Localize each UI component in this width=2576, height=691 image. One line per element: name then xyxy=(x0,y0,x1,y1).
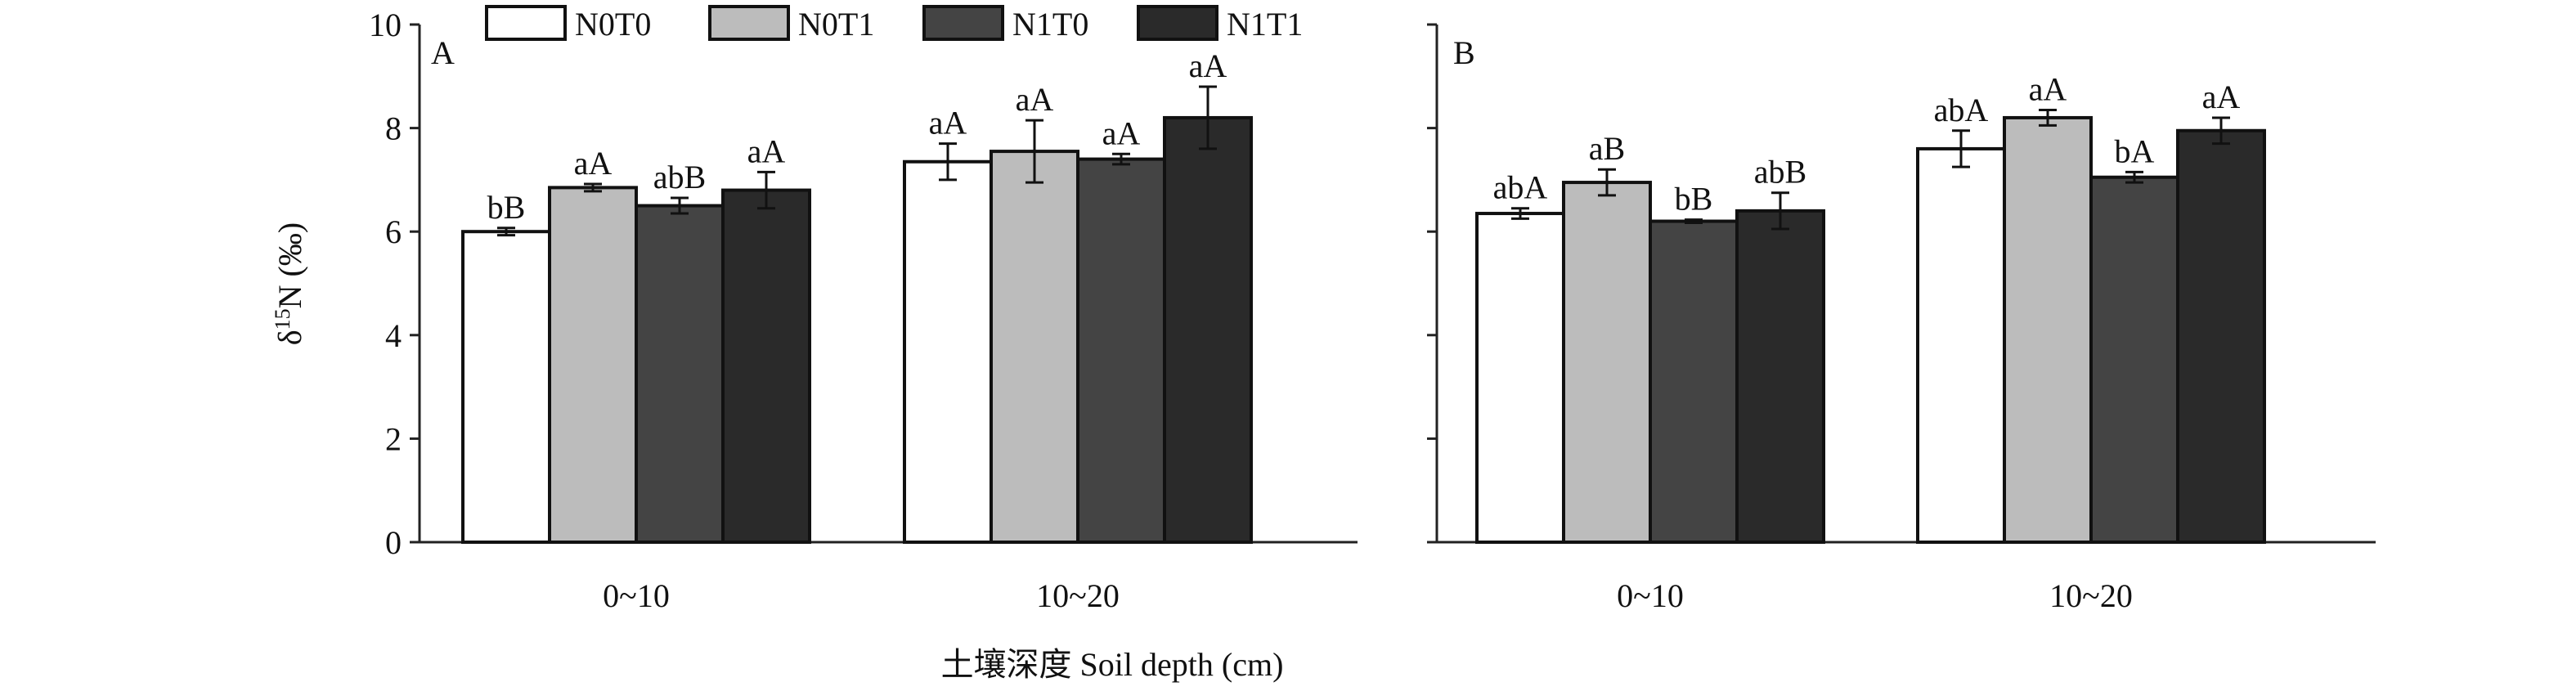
bar xyxy=(1562,181,1652,544)
legend-swatch xyxy=(922,5,1004,41)
bar xyxy=(1735,209,1825,544)
bar xyxy=(1916,146,2006,544)
significance-label: aA xyxy=(747,132,786,169)
y-tick-label: 8 xyxy=(385,110,402,147)
significance-label: aA xyxy=(1189,47,1227,84)
legend-swatch xyxy=(1137,5,1218,41)
significance-label: aA xyxy=(1016,81,1054,118)
x-tick-label: 10~20 xyxy=(1036,577,1120,614)
bar xyxy=(1649,219,1739,544)
bar xyxy=(990,150,1079,545)
panel-label: B xyxy=(1453,34,1475,71)
significance-label: bB xyxy=(487,189,526,226)
bar xyxy=(635,204,725,545)
bar xyxy=(903,159,993,544)
bar xyxy=(2089,175,2179,545)
bar xyxy=(1163,115,1253,544)
legend: N0T0 N0T1 N1T0 N1T1 xyxy=(485,5,1303,43)
y-tick-label: 2 xyxy=(385,420,402,457)
bar xyxy=(721,188,811,544)
significance-label: aA xyxy=(1102,114,1141,151)
x-tick-label: 0~10 xyxy=(603,577,670,614)
legend-label: N0T0 xyxy=(575,6,651,43)
legend-label: N0T1 xyxy=(798,6,874,43)
significance-label: bB xyxy=(1675,181,1713,218)
bar xyxy=(548,186,638,545)
legend-label: N1T0 xyxy=(1012,6,1088,43)
significance-label: abB xyxy=(653,159,706,195)
bar xyxy=(2003,115,2093,544)
x-tick-label: 10~20 xyxy=(2049,577,2133,614)
significance-label: aA xyxy=(2029,70,2067,107)
significance-label: bA xyxy=(2115,132,2155,169)
x-axis-title: 土壤深度 Soil depth (cm) xyxy=(941,646,1284,683)
bar xyxy=(2176,128,2266,544)
y-axis-title: δ15N (‰) xyxy=(271,222,309,345)
legend-label: N1T1 xyxy=(1227,6,1303,43)
y-tick-label: 6 xyxy=(385,213,402,250)
significance-label: aA xyxy=(2202,79,2241,115)
panel-b: B 0~10 10~20 abA abA aB aA bB bA abB aA xyxy=(1427,23,2376,614)
legend-swatch xyxy=(708,5,790,41)
y-tick-label: 0 xyxy=(385,524,402,561)
significance-label: aB xyxy=(1589,130,1625,167)
significance-label: aA xyxy=(929,105,967,141)
bar xyxy=(1076,157,1166,545)
y-tick-label: 4 xyxy=(385,317,402,354)
bar xyxy=(1475,212,1565,544)
legend-swatch xyxy=(485,5,567,41)
bar xyxy=(461,230,551,544)
significance-label: abB xyxy=(1754,154,1806,191)
significance-label: abA xyxy=(1934,92,1989,128)
significance-label: abA xyxy=(1493,169,1548,206)
y-tick-label: 10 xyxy=(369,7,402,43)
significance-label: aA xyxy=(574,145,613,182)
panel-label: A xyxy=(431,34,455,71)
x-tick-label: 0~10 xyxy=(1617,577,1684,614)
